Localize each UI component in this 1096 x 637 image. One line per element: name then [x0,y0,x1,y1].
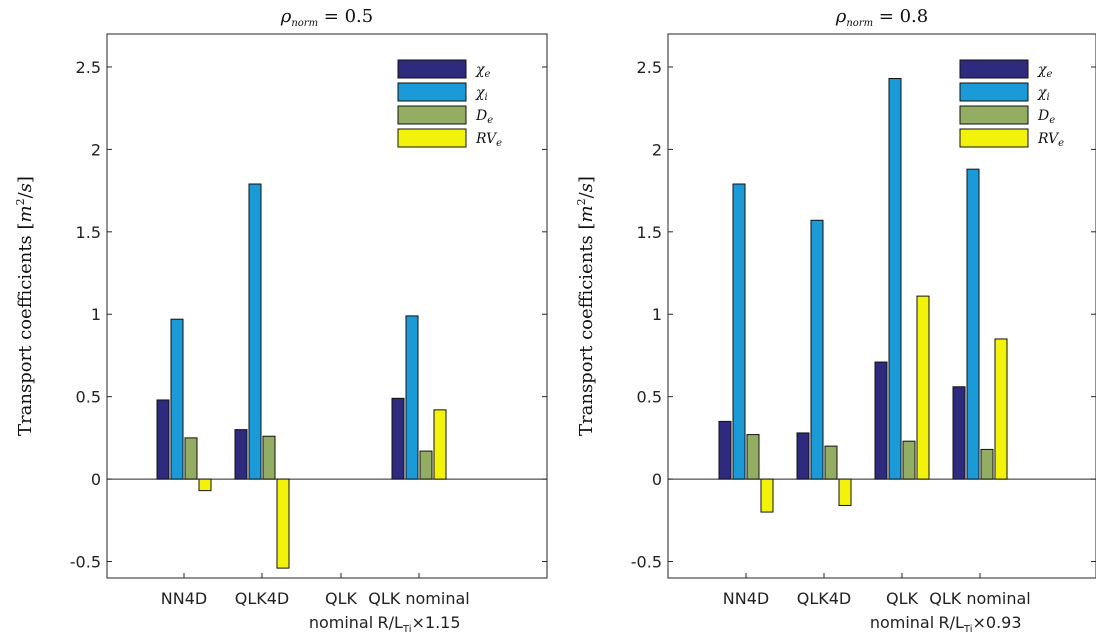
x-tick-label: NN4D [723,589,769,608]
bar [170,318,184,480]
bar [433,409,447,480]
bar [156,399,170,480]
x-tick-label: QLK4D [797,589,852,608]
legend-swatch [959,128,1029,148]
bar [824,445,838,480]
legend-label: χe [1037,62,1052,80]
bar [405,315,419,480]
legend-label: χi [475,85,488,103]
y-tick-label: 1.5 [76,223,101,242]
bar [760,478,774,513]
legend-swatch [397,59,467,79]
legend-label: RVe [1037,131,1064,149]
bar [966,168,980,480]
y-tick-label: 0 [652,470,662,489]
x-tick-label: NN4D [161,589,207,608]
y-tick-label: 1 [91,305,101,324]
bar [952,386,966,480]
legend-label: De [475,108,493,126]
bar [746,434,760,480]
legend-label: RVe [475,131,502,149]
bar [994,338,1008,480]
bar [419,450,433,480]
y-tick-label: -0.5 [631,553,662,572]
chart-title: ρnorm = 0.5 [280,6,373,29]
y-tick-label: 1.5 [637,223,662,242]
legend-swatch [397,128,467,148]
x-tick-label-line2: R/LTi×0.93 [938,613,1021,635]
legend-swatch [397,105,467,125]
y-tick-label: 2 [652,140,662,159]
chart-panel-1: -0.5 0 0.5 1 1.5 2 2.5 NN4D QLK4D QLK nominal QLK n… [14,6,548,635]
chart-title: ρnorm = 0.8 [835,6,928,29]
bar [248,183,262,480]
legend-label: χe [475,62,490,80]
y-tick-label: -0.5 [70,553,101,572]
x-tick-label-line2: nominal [870,613,934,632]
y-tick-label: 0.5 [76,388,101,407]
legend-swatch [959,105,1029,125]
bar [838,478,852,506]
y-axis-label: Transport coefficients [m2/s] [14,176,36,436]
bar [718,420,732,480]
legend: χe χi De RVe [397,59,502,149]
bar [234,429,248,480]
legend-label: De [1037,108,1055,126]
plot-frame [106,33,548,579]
bar [796,432,810,480]
bar [198,478,212,492]
bar [732,183,746,480]
x-tick-label: QLK [325,589,358,608]
bar [391,397,405,480]
legend-swatch [397,82,467,102]
x-tick-label: QLK [886,589,919,608]
bar [262,435,276,480]
y-axis-label: Transport coefficients [m2/s] [575,176,597,436]
y-tick-label: 0.5 [637,388,662,407]
y-tick-label: 2.5 [637,58,662,77]
bar [810,219,824,480]
x-tick-label: QLK nominal [368,589,469,608]
legend-swatch [959,59,1029,79]
bar [902,440,916,480]
plot-frame [667,33,1096,579]
legend-swatch [959,82,1029,102]
y-tick-label: 1 [652,305,662,324]
bar [276,478,290,569]
y-tick-label: 0 [91,470,101,489]
legend-label: χi [1037,85,1050,103]
chart-panel-2: -0.5 0 0.5 1 1.5 2 2.5 NN4D QLK4D QLK nominal QLK n… [575,6,1096,635]
y-tick-label: 2 [91,140,101,159]
x-tick-label: QLK4D [235,589,290,608]
x-tick-label-line2: R/LTi×1.15 [377,613,460,635]
bar [874,361,888,480]
bar [184,437,198,480]
bar [888,78,902,480]
bar [980,448,994,480]
bar [916,295,930,480]
x-tick-label: QLK nominal [929,589,1030,608]
legend: χe χi De RVe [959,59,1064,149]
y-tick-label: 2.5 [76,58,101,77]
x-tick-label-line2: nominal [309,613,373,632]
